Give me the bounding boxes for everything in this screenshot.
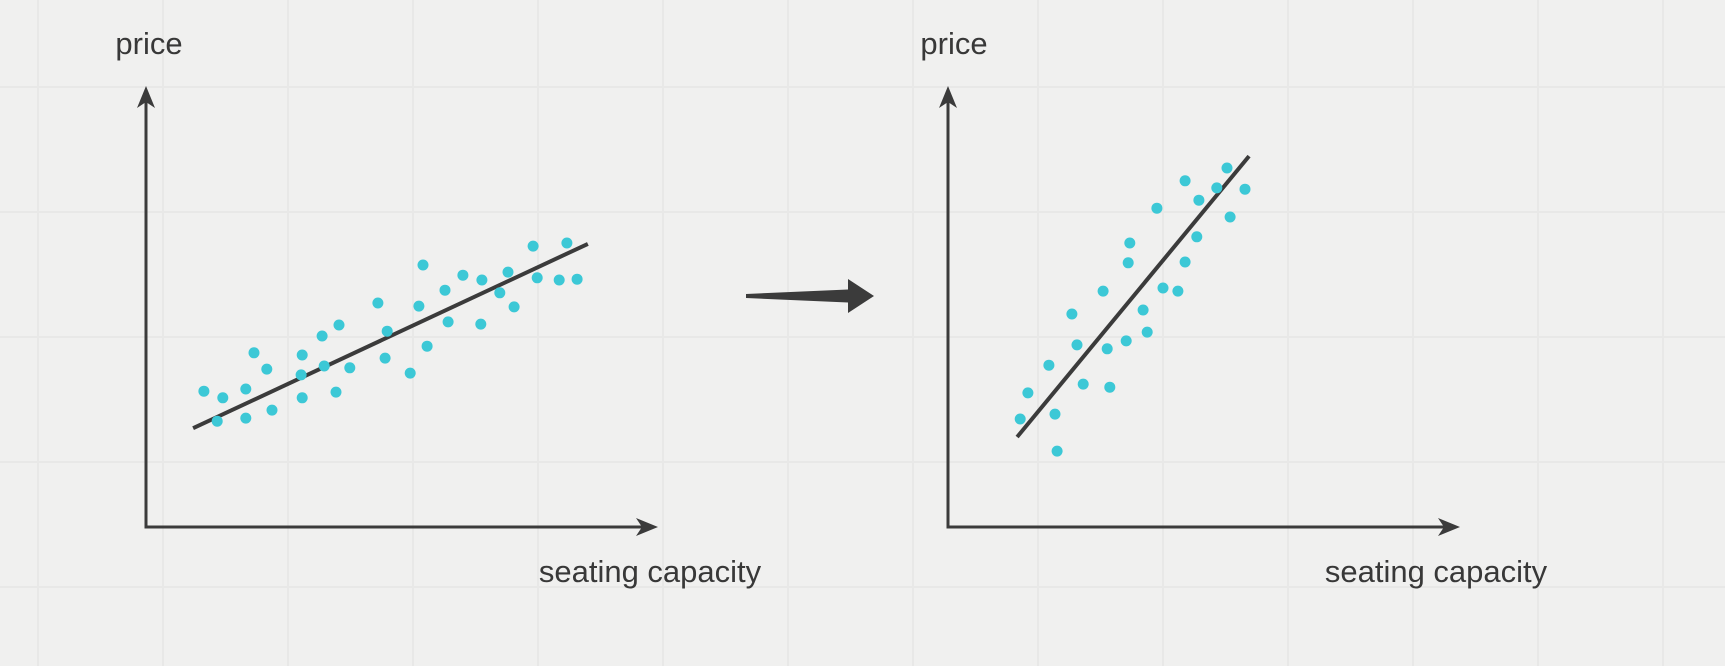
chart-left [137,86,658,536]
data-point [1157,282,1169,294]
data-point [1051,445,1063,457]
data-point [240,412,252,424]
data-point [296,392,308,404]
data-point [1014,413,1026,425]
data-point [296,349,308,361]
data-point [1101,343,1113,355]
data-point [1043,359,1055,371]
data-point [211,415,223,427]
data-point [417,259,429,271]
data-point [1151,202,1163,214]
data-point [1066,308,1078,320]
data-point [1224,211,1236,223]
data-point [1097,285,1109,297]
data-point [1211,182,1223,194]
data-point [266,404,278,416]
data-point [379,352,391,364]
data-point [1122,257,1134,269]
data-point [494,287,506,299]
data-point [1239,183,1251,195]
data-point [330,386,342,398]
data-point [439,284,451,296]
data-point [1179,256,1191,268]
trend-line [1015,154,1251,439]
x-axis-arrowhead-icon [636,518,658,536]
data-point [553,274,565,286]
y-axis-arrowhead-icon [939,86,957,108]
data-point [442,316,454,328]
data-point [318,360,330,372]
data-point [508,301,520,313]
data-point [1077,378,1089,390]
data-point [476,274,488,286]
trend-line [192,242,589,431]
data-point [1193,194,1205,206]
transform-arrow-icon [746,279,874,313]
data-point [217,392,229,404]
data-point [421,340,433,352]
data-point [198,385,210,397]
right-chart-xlabel: seating capacity [1324,554,1548,589]
data-point [1124,237,1136,249]
left-chart-ylabel: price [115,26,183,61]
data-point [561,237,573,249]
right-chart-ylabel: price [920,26,988,61]
data-point [1191,231,1203,243]
data-point [531,272,543,284]
chart-right [939,86,1460,536]
data-point [1141,326,1153,338]
data-point [240,383,252,395]
data-point [344,362,356,374]
data-point [1172,285,1184,297]
data-point [1179,175,1191,187]
data-point [413,300,425,312]
data-point [261,363,273,375]
data-point [1120,335,1132,347]
data-point [527,240,539,252]
x-axis-arrowhead-icon [1438,518,1460,536]
data-point [571,273,583,285]
data-point [1137,304,1149,316]
data-point [1071,339,1083,351]
data-point [316,330,328,342]
data-point [457,269,469,281]
data-point [475,318,487,330]
left-chart-xlabel: seating capacity [538,554,762,589]
data-point [295,369,307,381]
data-point [1221,162,1233,174]
data-point [1104,381,1116,393]
data-point [372,297,384,309]
data-point [248,347,260,359]
data-point [404,367,416,379]
data-point [502,266,514,278]
y-axis-arrowhead-icon [137,86,155,108]
data-point [1049,408,1061,420]
data-point [333,319,345,331]
data-point [381,325,393,337]
data-point [1022,387,1034,399]
